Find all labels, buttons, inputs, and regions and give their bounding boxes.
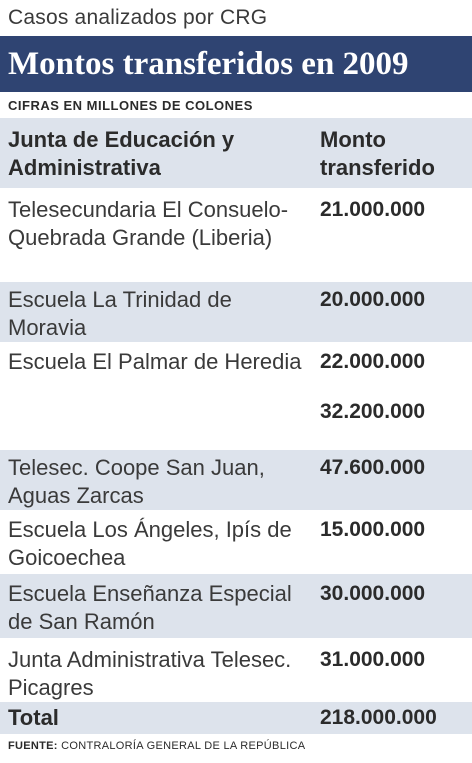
page-title: Montos transferidos en 2009 [8,45,409,82]
amount-cell: 30.000.000 [310,580,472,638]
table-row: Junta Administrativa Telesec. Picagres 3… [0,638,472,700]
school-name: Escuela Los Ángeles, Ipís de Goicoechea [8,517,292,570]
amount-cell: 15.000.000 [310,516,472,572]
amount-value: 15.000.000 [320,518,426,541]
footer-source: CONTRALORÍA GENERAL DE LA REPÚBLICA [61,740,306,752]
subtitle: CIFRAS EN MILLONES DE COLONES [8,98,253,113]
header-amount: Monto transferido [310,126,472,188]
amount-value: 22.000.000 [320,350,426,373]
table-row: Escuela Enseñanza Especial de San Ramón … [0,572,472,638]
table-row: Escuela Los Ángeles, Ipís de Goicoechea … [0,510,472,572]
table-row: Escuela La Trinidad de Moravia 20.000.00… [0,280,472,342]
header-name: Junta de Educación y Administrativa [8,127,235,180]
amount-value: 21.000.000 [320,198,426,221]
amount-value: 32.200.000 [320,400,426,423]
header-amount-label: Monto transferido [320,127,435,180]
footer-label: FUENTE: [8,740,58,752]
amount-value: 47.600.000 [320,456,426,479]
school-name: Telesecundaria El Consuelo-Quebrada Gran… [8,197,289,250]
school-name: Escuela El Palmar de Heredia [8,349,302,374]
table-header-row: Junta de Educación y Administrativa Mont… [0,118,472,188]
table-row: Escuela El Palmar de Heredia 22.000.000 … [0,342,472,448]
school-name: Escuela La Trinidad de Moravia [8,287,232,340]
amount-value: 30.000.000 [320,582,426,605]
amount-cell: 31.000.000 [310,646,472,700]
amount-cell: 47.600.000 [310,454,472,510]
table-row: Telesecundaria El Consuelo-Quebrada Gran… [0,188,472,280]
source-footer: FUENTE: CONTRALORÍA GENERAL DE LA REPÚBL… [8,740,468,758]
transfers-table: Junta de Educación y Administrativa Mont… [0,118,472,734]
amount-cell: 22.000.000 32.200.000 [310,348,472,448]
table-row: Telesec. Coope San Juan, Aguas Zarcas 47… [0,448,472,510]
amount-cell: 20.000.000 [310,286,472,342]
total-amount: 218.000.000 [320,706,437,729]
school-name: Telesec. Coope San Juan, Aguas Zarcas [8,455,265,508]
amount-value: 31.000.000 [320,648,426,671]
kicker: Casos analizados por CRG [8,6,268,29]
school-name: Escuela Enseñanza Especial de San Ramón [8,581,292,634]
amount-cell: 21.000.000 [310,196,472,280]
table-total-row: Total 218.000.000 [0,700,472,734]
school-name: Junta Administrativa Telesec. Picagres [8,647,292,700]
total-label: Total [8,705,59,730]
amount-value: 20.000.000 [320,288,426,311]
title-bar: Montos transferidos en 2009 [0,36,472,92]
